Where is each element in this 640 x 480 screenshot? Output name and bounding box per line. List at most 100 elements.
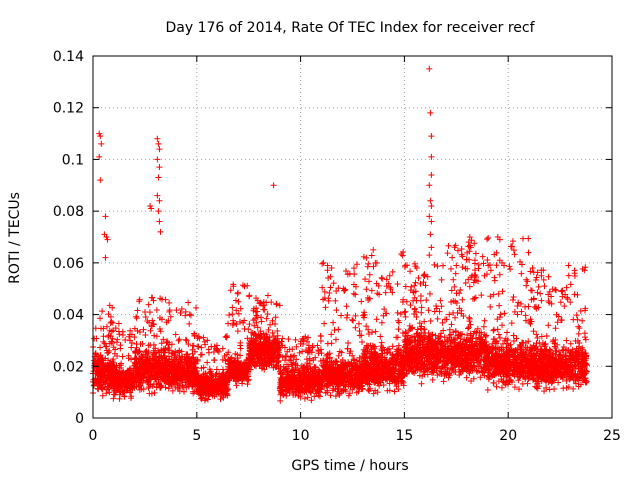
data-point [213, 366, 220, 373]
data-point [237, 375, 244, 382]
data-point [233, 382, 240, 389]
data-point [185, 383, 192, 390]
data-point [386, 272, 393, 279]
data-point [142, 349, 149, 356]
data-point [202, 341, 209, 348]
data-point [364, 263, 371, 270]
data-point [302, 333, 309, 340]
data-point [111, 381, 118, 388]
data-point [316, 393, 323, 400]
data-point [434, 263, 441, 270]
data-point [181, 369, 188, 376]
data-point [295, 367, 302, 374]
data-point [440, 378, 447, 385]
data-point [193, 304, 200, 311]
data-point [103, 390, 110, 397]
data-point [281, 369, 288, 376]
data-point [350, 265, 357, 272]
data-point [108, 318, 115, 325]
data-point [274, 353, 281, 360]
data-point [194, 357, 201, 364]
data-point [119, 353, 126, 360]
data-point [303, 383, 310, 390]
data-point [258, 314, 264, 321]
data-point [139, 358, 146, 365]
data-point [480, 323, 487, 330]
data-point [212, 372, 219, 379]
data-point [133, 313, 140, 320]
data-point [182, 308, 189, 315]
data-point [170, 349, 177, 356]
data-point [219, 356, 226, 363]
data-point [237, 352, 244, 359]
data-point [322, 304, 329, 311]
data-point [211, 357, 218, 364]
data-point [178, 359, 185, 366]
data-point [399, 252, 406, 259]
data-point [378, 319, 385, 326]
data-point [160, 336, 167, 343]
data-point [151, 332, 158, 339]
data-point [240, 362, 247, 369]
data-point [365, 260, 372, 267]
data-point [102, 362, 109, 369]
data-point [402, 313, 409, 320]
data-point [147, 372, 154, 379]
data-point [199, 373, 206, 380]
data-point [245, 353, 252, 360]
data-point [201, 397, 208, 404]
data-point [213, 377, 220, 384]
data-point [253, 305, 260, 312]
data-point [126, 384, 133, 391]
data-point [330, 319, 337, 326]
data-point [172, 331, 179, 338]
data-point [332, 297, 339, 304]
data-point [138, 352, 145, 359]
data-point [183, 384, 190, 391]
data-point [118, 370, 125, 377]
data-point [113, 339, 120, 346]
data-point [152, 345, 159, 352]
data-point [296, 371, 303, 378]
data-point [257, 328, 264, 335]
data-point [146, 355, 153, 362]
data-point [185, 364, 192, 371]
data-point [321, 320, 328, 327]
data-point [258, 300, 265, 307]
data-point [290, 379, 297, 386]
data-point [101, 340, 108, 347]
data-point [116, 331, 123, 338]
data-point [144, 317, 151, 324]
data-point [308, 397, 315, 404]
data-point [353, 261, 360, 268]
data-point [484, 236, 491, 243]
data-point [246, 321, 253, 328]
data-point [218, 393, 225, 400]
data-point [301, 364, 308, 371]
data-point [152, 353, 159, 360]
data-point [284, 381, 291, 388]
data-point [268, 361, 275, 368]
data-point [178, 306, 185, 313]
data-point [301, 395, 308, 402]
data-point [163, 373, 170, 380]
data-point [153, 375, 160, 382]
data-point [352, 291, 359, 298]
data-point [175, 337, 182, 344]
data-point [142, 331, 149, 338]
data-point [414, 326, 421, 333]
data-point [305, 334, 312, 341]
data-point [138, 385, 145, 392]
data-point [112, 325, 119, 332]
data-point [267, 344, 274, 351]
data-point [198, 384, 205, 391]
data-point [196, 378, 203, 385]
data-point [469, 296, 476, 303]
data-point [378, 339, 385, 346]
data-point [141, 364, 148, 371]
data-point [355, 320, 362, 327]
data-point [200, 364, 207, 371]
data-point [368, 252, 375, 259]
data-point [438, 276, 445, 283]
data-point [478, 292, 485, 299]
